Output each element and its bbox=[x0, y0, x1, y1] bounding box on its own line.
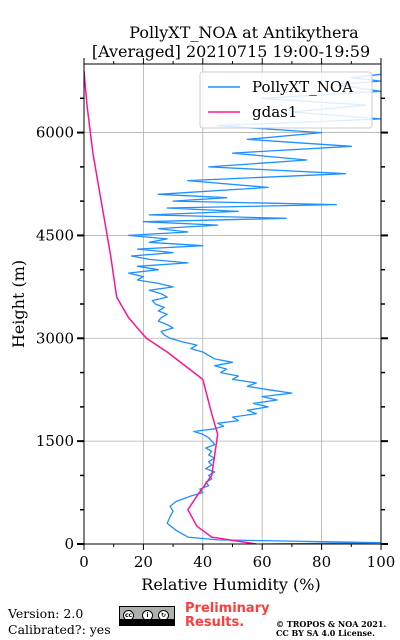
grid-lines bbox=[83, 64, 382, 545]
copyright-note: © TROPOS & NOA 2021. CC BY SA 4.0 Licens… bbox=[276, 620, 386, 638]
legend: PollyXT_NOA gdas1 bbox=[199, 71, 373, 129]
x-tick-label: 80 bbox=[312, 553, 331, 571]
series-line-gdas1 bbox=[84, 70, 257, 544]
y-tick-label: 0 bbox=[64, 535, 74, 553]
plot-frame bbox=[83, 63, 382, 545]
x-tick-label: 0 bbox=[79, 553, 89, 571]
y-axis-label: Height (m) bbox=[9, 260, 28, 348]
y-tick-label: 6000 bbox=[36, 124, 74, 142]
y-tick-label: 4500 bbox=[36, 226, 74, 244]
legend-box bbox=[199, 71, 373, 129]
x-tick-label: 40 bbox=[193, 553, 212, 571]
copyright-line-2: CC BY SA 4.0 License. bbox=[276, 628, 375, 638]
series-layer bbox=[84, 67, 381, 544]
preliminary-line-2: Results. bbox=[185, 615, 245, 630]
creative-commons-by-sa-badge-icon: cc i ↻ bbox=[119, 606, 175, 626]
badge-bar bbox=[120, 619, 174, 625]
series-line-pollyxt bbox=[127, 67, 381, 544]
legend-label-pollyxt: PollyXT_NOA bbox=[252, 78, 353, 96]
copyright-line-1: © TROPOS & NOA 2021. bbox=[276, 619, 387, 629]
chart-subtitle: [Averaged] 20210715 19:00-19:59 bbox=[92, 42, 370, 61]
calibrated-text: Calibrated?: yes bbox=[8, 622, 111, 637]
x-tick-label: 20 bbox=[134, 553, 153, 571]
axis-ticks: 0 20 40 60 80 100 0 1500 3000 4500 6000 bbox=[36, 58, 396, 571]
legend-label-gdas1: gdas1 bbox=[252, 103, 297, 121]
x-tick-label: 100 bbox=[367, 553, 396, 571]
version-text: Version: 2.0 bbox=[8, 606, 84, 621]
x-tick-label: 60 bbox=[253, 553, 272, 571]
x-axis-label: Relative Humidity (%) bbox=[141, 575, 320, 594]
preliminary-line-1: Preliminary bbox=[185, 601, 270, 616]
chart-title: PollyXT_NOA at Antikythera bbox=[129, 23, 359, 42]
y-tick-label: 3000 bbox=[36, 329, 74, 347]
y-tick-label: 1500 bbox=[36, 432, 74, 450]
footer-info: Version: 2.0 Calibrated?: yes bbox=[8, 606, 111, 638]
preliminary-note: Preliminary Results. bbox=[185, 602, 270, 630]
